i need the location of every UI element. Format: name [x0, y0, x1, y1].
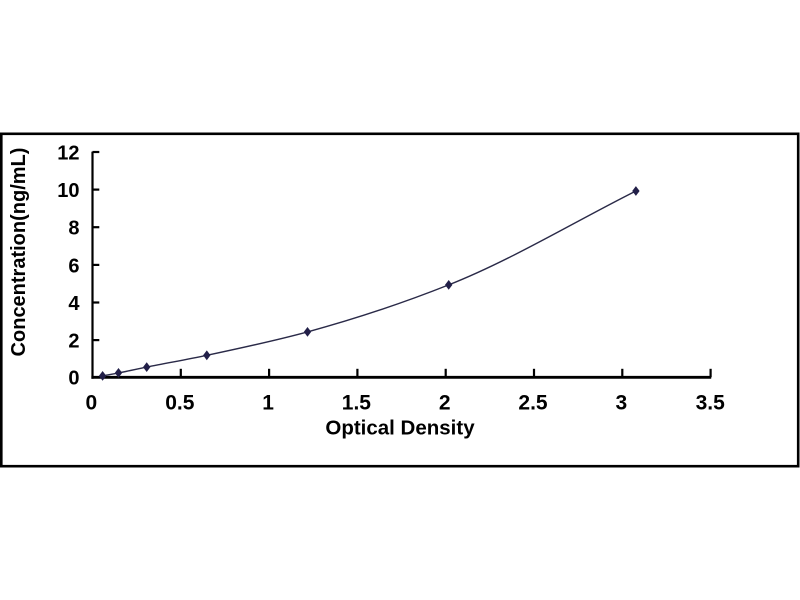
svg-text:0: 0: [85, 392, 97, 415]
svg-text:10: 10: [57, 180, 79, 202]
svg-text:6: 6: [68, 255, 79, 277]
svg-text:3.5: 3.5: [696, 392, 726, 415]
svg-text:Optical Density: Optical Density: [325, 417, 475, 440]
svg-text:1.5: 1.5: [342, 392, 372, 415]
svg-text:0: 0: [68, 367, 79, 389]
svg-text:1: 1: [262, 392, 274, 415]
svg-text:4: 4: [68, 293, 80, 315]
svg-text:2: 2: [68, 331, 79, 353]
svg-text:Concentration(ng/mL): Concentration(ng/mL): [8, 148, 30, 357]
svg-text:2: 2: [439, 392, 451, 415]
svg-text:12: 12: [57, 142, 79, 164]
svg-text:3: 3: [615, 392, 627, 415]
svg-text:2.5: 2.5: [518, 392, 548, 415]
svg-text:0.5: 0.5: [165, 392, 195, 415]
svg-text:8: 8: [68, 218, 79, 240]
